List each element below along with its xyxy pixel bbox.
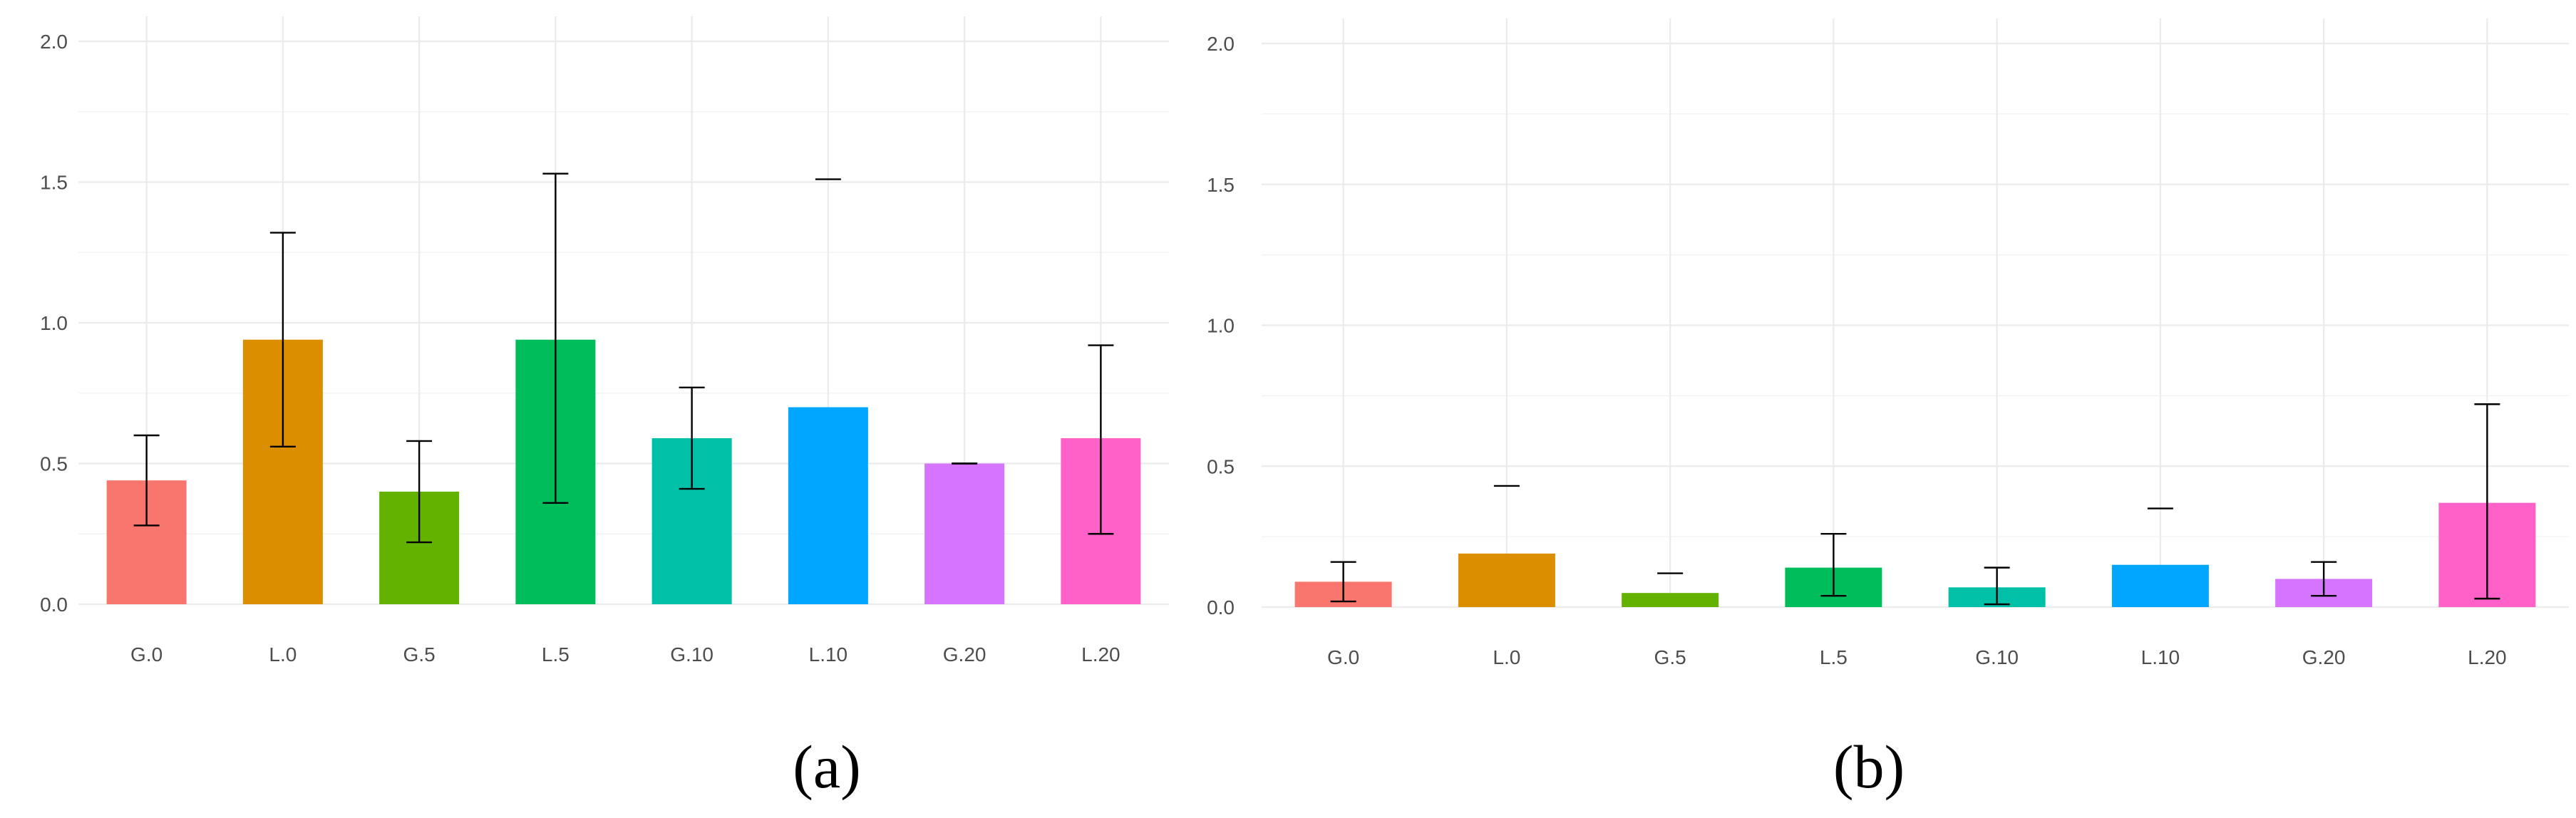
- x-tick-label: G.10: [1975, 646, 2019, 668]
- y-tick-label: 0.5: [40, 453, 68, 475]
- x-tick-label: G.20: [2302, 646, 2346, 668]
- bar-L-10: [788, 407, 868, 604]
- y-tick-label: 1.0: [40, 312, 68, 334]
- x-tick-label: L.20: [1081, 643, 1120, 666]
- x-tick-label: G.5: [1654, 646, 1686, 668]
- y-tick-label: 2.0: [40, 31, 68, 53]
- y-tick-label: 1.5: [1207, 174, 1235, 196]
- x-tick-label: L.10: [2141, 646, 2180, 668]
- x-tick-label: L.5: [1820, 646, 1848, 668]
- x-tick-label: L.0: [269, 643, 297, 666]
- chart-panel-b: 0.0 0.5 1.0 1.5 2.0 G.0 L.0 G.5 L.5 G.10 L.10 G.20 L…: [1207, 19, 2569, 668]
- y-tick-label: 0.0: [40, 594, 68, 616]
- chart-panel-a: 0.0 0.5 1.0 1.5 2.0 G.0 L.0 G.5 L.5 G.10 L.10 G.20 L…: [40, 16, 1169, 666]
- y-tick-label: 1.0: [1207, 315, 1235, 337]
- bar-L-0: [1458, 553, 1555, 607]
- y-tick-label: 2.0: [1207, 33, 1235, 55]
- x-tick-label: L.10: [809, 643, 848, 666]
- bar-G-5: [1622, 593, 1719, 607]
- y-tick-label: 1.5: [40, 172, 68, 194]
- x-tick-label: G.10: [670, 643, 713, 666]
- x-tick-label: L.0: [1493, 646, 1520, 668]
- panel-a-caption: (a): [793, 732, 860, 801]
- y-tick-label: 0.5: [1207, 455, 1235, 477]
- x-tick-label: G.0: [1327, 646, 1359, 668]
- bar-L-10: [2111, 564, 2209, 607]
- bar-G-20: [924, 463, 1005, 604]
- y-tick-label: 0.0: [1207, 596, 1235, 618]
- x-tick-label: G.0: [130, 643, 163, 666]
- x-tick-label: G.20: [943, 643, 986, 666]
- x-tick-label: G.5: [403, 643, 436, 666]
- x-tick-label: L.20: [2468, 646, 2507, 668]
- panel-b-caption: (b): [1833, 732, 1905, 801]
- x-tick-label: L.5: [542, 643, 570, 666]
